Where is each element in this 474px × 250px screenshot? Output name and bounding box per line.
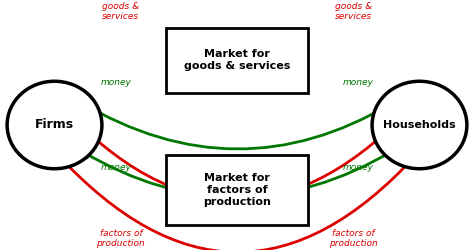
Text: money: money — [342, 78, 374, 87]
Text: goods &
services: goods & services — [102, 2, 139, 21]
Ellipse shape — [7, 81, 102, 169]
Text: money: money — [100, 163, 132, 172]
Text: money: money — [100, 78, 132, 87]
Text: Market for
goods & services: Market for goods & services — [184, 49, 290, 71]
Bar — [166, 28, 308, 92]
Text: Market for
factors of
production: Market for factors of production — [203, 174, 271, 206]
Text: Households: Households — [383, 120, 456, 130]
Bar — [166, 155, 308, 225]
Text: factors of
production: factors of production — [97, 229, 145, 248]
Text: money: money — [342, 163, 374, 172]
Text: factors of
production: factors of production — [329, 229, 377, 248]
Ellipse shape — [372, 81, 467, 169]
Text: Firms: Firms — [35, 118, 74, 132]
Text: goods &
services: goods & services — [335, 2, 372, 21]
